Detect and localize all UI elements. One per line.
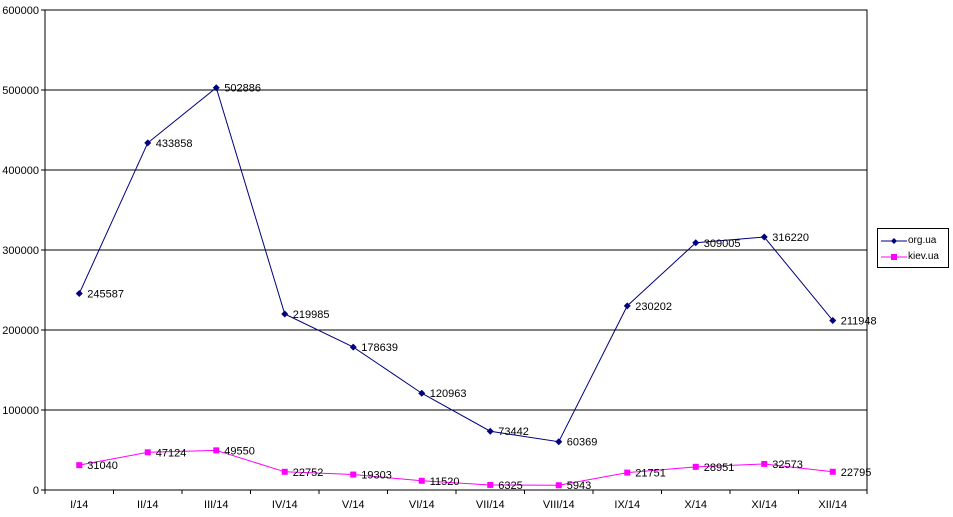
x-tick-label: VIII/14 <box>543 499 575 511</box>
data-label: 6325 <box>498 480 522 492</box>
y-tick-label: 500000 <box>2 85 39 97</box>
y-tick-label: 300000 <box>2 245 39 257</box>
data-point <box>281 468 288 475</box>
data-point <box>761 460 768 467</box>
data-point <box>76 462 83 469</box>
data-point <box>75 290 83 298</box>
data-label: 49550 <box>224 445 255 457</box>
data-point <box>555 482 562 489</box>
data-label: 309005 <box>704 238 741 250</box>
data-point <box>487 481 494 488</box>
legend-label-org-ua: org.ua <box>908 235 937 246</box>
y-tick-label: 200000 <box>2 325 39 337</box>
data-point <box>418 389 426 397</box>
data-label: 22752 <box>293 467 324 479</box>
data-label: 5943 <box>567 480 591 492</box>
x-tick-label: IX/14 <box>614 499 640 511</box>
gridlines <box>45 89 867 411</box>
data-label: 245587 <box>87 289 124 301</box>
data-label: 32573 <box>772 459 803 471</box>
series-layer <box>75 84 837 489</box>
data-point <box>486 427 494 435</box>
data-label: 47124 <box>156 447 187 459</box>
data-label: 178639 <box>361 342 398 354</box>
x-tick-label: VI/14 <box>409 499 435 511</box>
data-point <box>213 447 220 454</box>
x-tick-label: X/14 <box>684 499 707 511</box>
x-tick-label: VII/14 <box>476 499 505 511</box>
data-label: 433858 <box>156 138 193 150</box>
data-label: 19303 <box>361 470 392 482</box>
y-tick-label: 400000 <box>2 165 39 177</box>
x-tick-label: III/14 <box>204 499 228 511</box>
series-line-kiev-ua <box>79 449 833 486</box>
data-point <box>144 139 152 147</box>
data-label: 11520 <box>430 476 460 488</box>
x-tick-label: XII/14 <box>818 499 847 511</box>
x-tick-label: IV/14 <box>272 499 298 511</box>
data-label: 28951 <box>704 462 735 474</box>
data-point <box>212 84 220 92</box>
data-point <box>144 449 151 456</box>
data-label: 120963 <box>430 388 467 400</box>
x-tick-label: II/14 <box>137 499 158 511</box>
axes: 0 100000 200000 300000 400000 500000 600000 I/1… <box>2 5 868 511</box>
data-point <box>829 316 837 324</box>
data-point <box>418 477 425 484</box>
legend-item-kiev-ua: kiev.ua <box>878 250 948 264</box>
y-tick-label: 100000 <box>2 405 39 417</box>
legend: org.ua kiev.ua <box>877 228 949 268</box>
data-point <box>692 463 699 470</box>
legend-label-kiev-ua: kiev.ua <box>908 251 939 262</box>
data-point <box>349 343 357 351</box>
data-label: 31040 <box>87 460 118 472</box>
x-tick-label: I/14 <box>70 499 88 511</box>
data-label: 219985 <box>293 309 330 321</box>
data-point <box>624 469 631 476</box>
data-label: 230202 <box>635 301 672 313</box>
x-tick-label: XI/14 <box>751 499 777 511</box>
y-tick-label: 0 <box>33 485 39 497</box>
data-point <box>829 468 836 475</box>
data-point <box>760 233 768 241</box>
data-label: 316220 <box>772 232 809 244</box>
legend-item-org-ua: org.ua <box>878 234 948 248</box>
data-point <box>281 310 289 318</box>
data-point <box>692 239 700 247</box>
data-labels: 245587 433858 502886 219985 178639 120963 7344… <box>87 83 876 493</box>
legend-marker-org-ua <box>881 238 907 244</box>
series-line-org-ua <box>78 86 834 443</box>
legend-marker-kiev-ua <box>881 254 907 260</box>
data-label: 22795 <box>841 467 872 479</box>
data-label: 21751 <box>635 468 666 480</box>
data-label: 502886 <box>224 83 261 95</box>
x-tick-label: V/14 <box>342 499 365 511</box>
data-point <box>623 302 631 310</box>
data-label: 211948 <box>841 315 877 327</box>
y-tick-label: 600000 <box>2 5 39 17</box>
data-point <box>350 471 357 478</box>
data-label: 60369 <box>567 437 598 449</box>
data-point <box>555 438 563 446</box>
data-label: 73442 <box>498 426 529 438</box>
